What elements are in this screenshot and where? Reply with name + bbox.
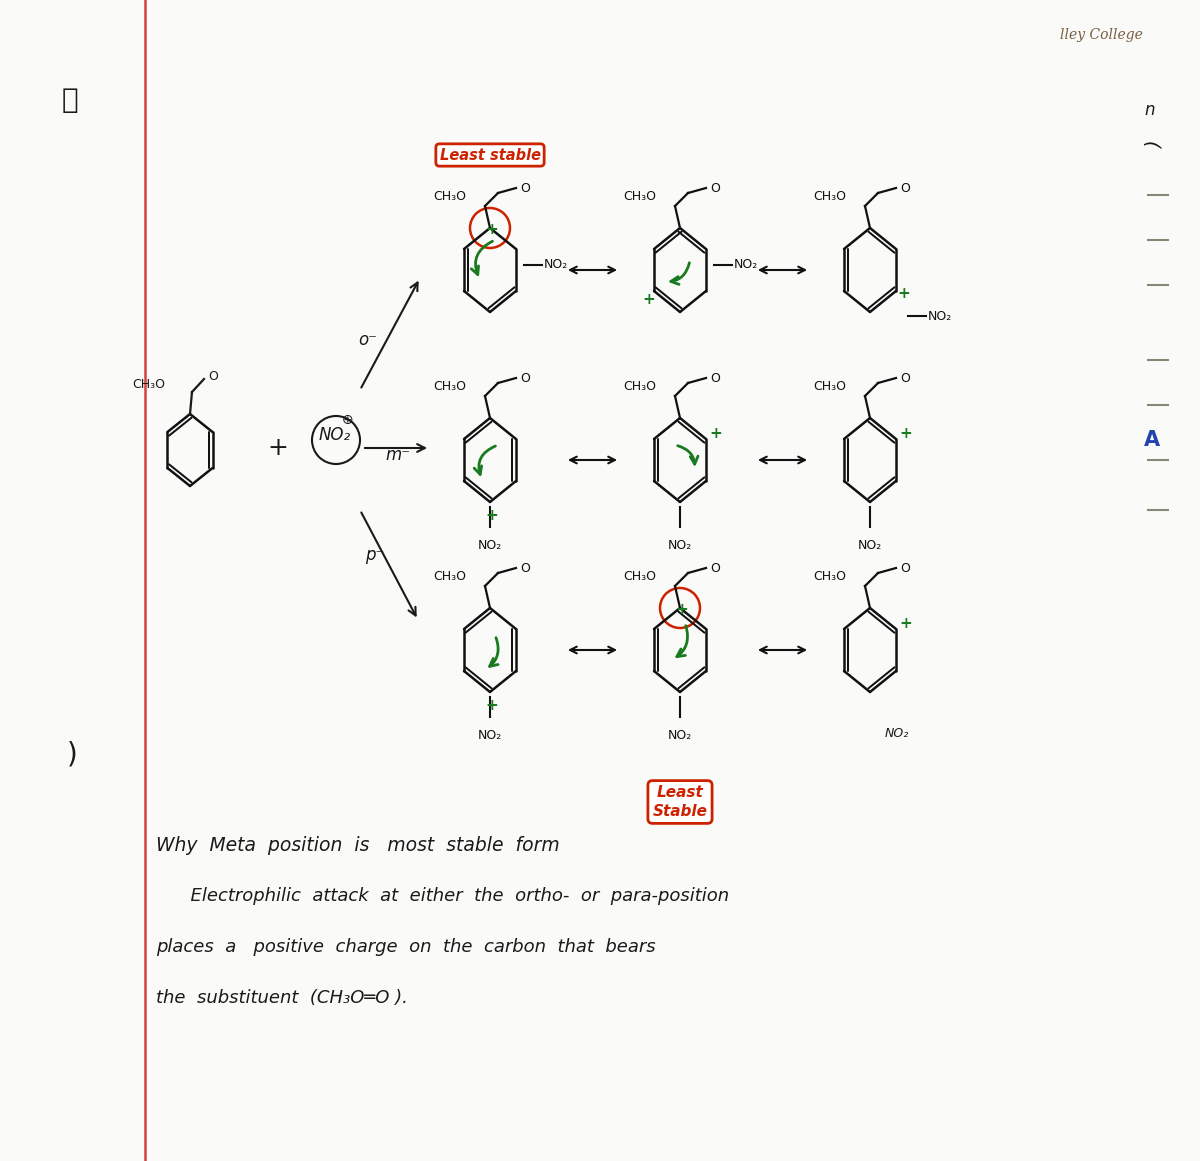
Text: NO₂: NO₂: [734, 259, 758, 272]
Text: O: O: [900, 562, 910, 575]
Text: +: +: [268, 437, 288, 460]
Text: CH₃O: CH₃O: [623, 189, 656, 202]
Text: CH₃O: CH₃O: [814, 380, 846, 392]
Text: CH₃O: CH₃O: [433, 570, 466, 583]
Text: CH₃O: CH₃O: [814, 570, 846, 583]
Text: m⁻: m⁻: [385, 446, 410, 464]
Text: +: +: [900, 616, 912, 632]
Text: NO₂: NO₂: [668, 539, 692, 551]
Text: NO₂: NO₂: [478, 729, 502, 742]
Text: O: O: [900, 181, 910, 195]
Text: CH₃O: CH₃O: [433, 189, 466, 202]
Text: A: A: [1144, 430, 1160, 450]
Text: Electrophilic  attack  at  either  the  ortho-  or  para-position: Electrophilic attack at either the ortho…: [156, 887, 730, 906]
Text: NO₂: NO₂: [858, 539, 882, 551]
Text: +: +: [486, 509, 498, 524]
Text: ⌒: ⌒: [61, 86, 78, 114]
Text: O: O: [208, 370, 218, 383]
Text: CH₃O: CH₃O: [132, 378, 166, 391]
Text: o⁻: o⁻: [359, 331, 378, 349]
Text: O: O: [520, 181, 530, 195]
Text: ): ): [67, 741, 77, 769]
Text: O: O: [710, 181, 720, 195]
Text: Least stable: Least stable: [439, 147, 540, 163]
Text: O: O: [710, 562, 720, 575]
Text: Why  Meta  position  is   most  stable  form: Why Meta position is most stable form: [156, 836, 559, 854]
Text: CH₃O: CH₃O: [623, 570, 656, 583]
Text: NO₂: NO₂: [319, 426, 352, 444]
Text: places  a   positive  charge  on  the  carbon  that  bears: places a positive charge on the carbon t…: [156, 938, 655, 957]
Text: +: +: [900, 426, 912, 441]
Text: NO₂: NO₂: [668, 729, 692, 742]
Text: CH₃O: CH₃O: [814, 189, 846, 202]
Text: NO₂: NO₂: [928, 310, 953, 323]
Text: ⊕: ⊕: [342, 413, 354, 427]
Text: ): ): [1146, 142, 1164, 149]
Text: +: +: [898, 286, 911, 301]
Text: +: +: [486, 223, 498, 238]
Text: NO₂: NO₂: [478, 539, 502, 551]
Text: n: n: [1145, 101, 1156, 118]
Text: O: O: [710, 372, 720, 384]
Text: +: +: [643, 291, 655, 307]
Text: Least
Stable: Least Stable: [653, 785, 708, 819]
Text: CH₃O: CH₃O: [623, 380, 656, 392]
Text: +: +: [709, 426, 722, 441]
Text: the  substituent  (CH₃O═O ).: the substituent (CH₃O═O ).: [156, 989, 408, 1008]
Text: O: O: [900, 372, 910, 384]
Text: p⁻: p⁻: [365, 546, 385, 564]
Text: CH₃O: CH₃O: [433, 380, 466, 392]
Text: +: +: [486, 699, 498, 714]
Text: NO₂: NO₂: [544, 259, 569, 272]
Text: lley College: lley College: [1060, 28, 1142, 42]
Text: +: +: [676, 603, 689, 618]
Text: NO₂: NO₂: [886, 727, 910, 740]
Text: O: O: [520, 562, 530, 575]
Text: O: O: [520, 372, 530, 384]
